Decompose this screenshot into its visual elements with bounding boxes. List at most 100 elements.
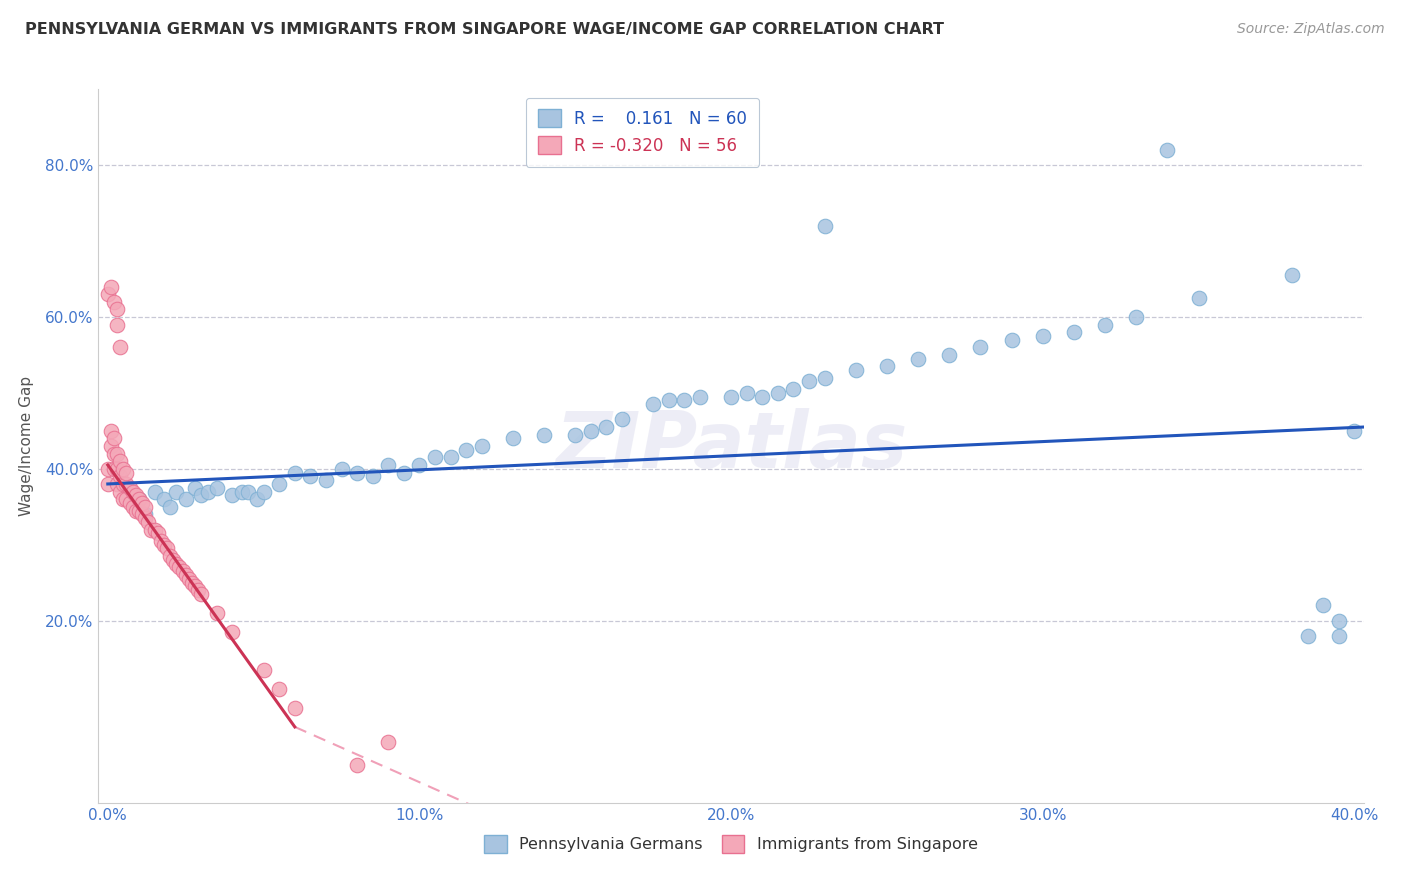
Point	[205, 606, 228, 620]
Point	[1001, 333, 1024, 347]
Point	[112, 462, 135, 476]
Point	[141, 523, 163, 537]
Point	[146, 526, 169, 541]
Point	[134, 508, 156, 522]
Point	[159, 549, 181, 563]
Point	[643, 397, 665, 411]
Point	[159, 500, 181, 514]
Point	[1094, 318, 1116, 332]
Point	[143, 523, 166, 537]
Point	[969, 340, 991, 354]
Point	[112, 477, 135, 491]
Point	[252, 663, 274, 677]
Point	[184, 481, 207, 495]
Point	[658, 393, 681, 408]
Point	[105, 302, 128, 317]
Point	[330, 462, 353, 476]
Point	[110, 484, 132, 499]
Point	[134, 500, 156, 514]
Point	[100, 279, 122, 293]
Point	[766, 385, 789, 400]
Point	[814, 370, 837, 384]
Point	[377, 458, 399, 472]
Point	[128, 503, 150, 517]
Point	[121, 496, 143, 510]
Point	[735, 385, 758, 400]
Point	[165, 557, 187, 571]
Point	[128, 492, 150, 507]
Point	[118, 496, 141, 510]
Point	[97, 477, 120, 491]
Point	[125, 503, 148, 517]
Point	[346, 466, 368, 480]
Point	[143, 484, 166, 499]
Point	[100, 424, 122, 438]
Point	[112, 492, 135, 507]
Point	[181, 575, 204, 590]
Point	[136, 515, 159, 529]
Point	[720, 390, 742, 404]
Point	[346, 757, 368, 772]
Point	[361, 469, 384, 483]
Point	[190, 488, 212, 502]
Point	[392, 466, 415, 480]
Point	[1312, 599, 1334, 613]
Point	[165, 484, 187, 499]
Point	[105, 318, 128, 332]
Point	[177, 572, 200, 586]
Point	[252, 484, 274, 499]
Point	[174, 492, 197, 507]
Point	[125, 488, 148, 502]
Point	[269, 681, 291, 696]
Point	[190, 587, 212, 601]
Point	[246, 492, 269, 507]
Point	[131, 496, 153, 510]
Point	[814, 219, 837, 233]
Point	[103, 294, 125, 309]
Point	[115, 492, 138, 507]
Point	[377, 735, 399, 749]
Point	[673, 393, 696, 408]
Point	[131, 508, 153, 522]
Point	[471, 439, 494, 453]
Point	[533, 427, 555, 442]
Point	[105, 477, 128, 491]
Point	[751, 390, 773, 404]
Point	[110, 454, 132, 468]
Point	[579, 424, 602, 438]
Text: ZIPatlas: ZIPatlas	[555, 408, 907, 484]
Text: PENNSYLVANIA GERMAN VS IMMIGRANTS FROM SINGAPORE WAGE/INCOME GAP CORRELATION CHA: PENNSYLVANIA GERMAN VS IMMIGRANTS FROM S…	[25, 22, 945, 37]
Point	[938, 348, 960, 362]
Point	[845, 363, 868, 377]
Text: Source: ZipAtlas.com: Source: ZipAtlas.com	[1237, 22, 1385, 37]
Point	[197, 484, 219, 499]
Point	[907, 351, 929, 366]
Point	[205, 481, 228, 495]
Point	[100, 439, 122, 453]
Point	[299, 469, 322, 483]
Point	[439, 450, 461, 465]
Point	[502, 431, 524, 445]
Point	[284, 466, 307, 480]
Point	[610, 412, 633, 426]
Point	[103, 462, 125, 476]
Point	[149, 533, 172, 548]
Point	[221, 488, 243, 502]
Point	[134, 511, 156, 525]
Point	[689, 390, 711, 404]
Point	[1327, 614, 1350, 628]
Point	[456, 442, 478, 457]
Point	[169, 560, 191, 574]
Point	[315, 473, 337, 487]
Point	[876, 359, 898, 374]
Point	[121, 484, 143, 499]
Point	[118, 481, 141, 495]
Point	[97, 287, 120, 301]
Point	[110, 469, 132, 483]
Point	[231, 484, 253, 499]
Point	[121, 500, 143, 514]
Point	[128, 492, 150, 507]
Point	[115, 466, 138, 480]
Point	[174, 568, 197, 582]
Point	[221, 625, 243, 640]
